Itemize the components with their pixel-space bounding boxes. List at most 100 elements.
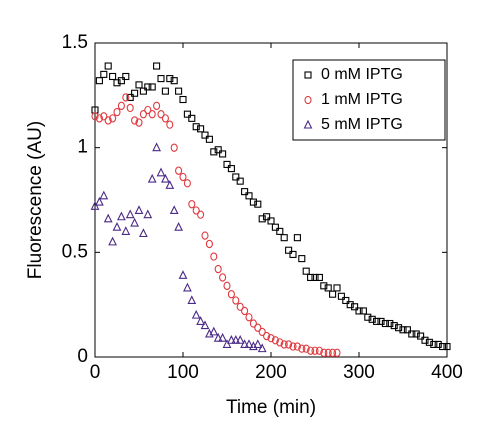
- marker-circle: [210, 252, 218, 261]
- marker-square: [386, 319, 394, 328]
- marker-circle: [192, 206, 200, 215]
- marker-triangle: [209, 326, 219, 336]
- marker-circle: [232, 296, 240, 305]
- marker-circle: [139, 110, 147, 119]
- marker-circle: [241, 306, 249, 316]
- marker-circle: [175, 166, 183, 175]
- marker-circle: [100, 112, 108, 121]
- marker-triangle: [130, 217, 139, 227]
- marker-square: [364, 313, 372, 321]
- marker-square: [285, 246, 293, 254]
- marker-circle: [276, 338, 284, 347]
- marker-circle: [293, 342, 301, 351]
- x-tick-label: 200: [255, 362, 287, 383]
- legend-label: 1 mM IPTG: [321, 91, 403, 108]
- marker-square: [342, 296, 350, 305]
- marker-circle: [131, 116, 139, 125]
- marker-triangle: [227, 335, 236, 344]
- marker-triangle: [165, 180, 175, 189]
- marker-square: [113, 79, 121, 87]
- marker-triangle: [191, 309, 201, 319]
- marker-circle: [254, 323, 262, 332]
- marker-square: [434, 340, 442, 348]
- marker-triangle: [174, 221, 183, 231]
- marker-square: [329, 290, 337, 298]
- marker-circle: [311, 346, 319, 355]
- marker-square: [395, 324, 403, 332]
- marker-square: [263, 213, 271, 221]
- marker-square: [126, 93, 134, 101]
- marker-square: [179, 95, 187, 104]
- marker-square: [271, 223, 279, 231]
- marker-circle: [205, 239, 213, 249]
- marker-circle: [271, 336, 279, 345]
- marker-triangle: [90, 201, 100, 210]
- marker-square: [241, 188, 249, 196]
- marker-square: [131, 89, 139, 97]
- marker-square: [337, 292, 345, 300]
- marker-square: [104, 62, 112, 70]
- marker-circle: [315, 346, 323, 355]
- marker-circle: [267, 334, 275, 343]
- marker-square: [412, 330, 420, 338]
- marker-triangle: [303, 119, 313, 129]
- marker-square: [381, 319, 389, 328]
- marker-square: [175, 87, 183, 95]
- marker-square: [320, 282, 328, 290]
- marker-triangle: [103, 213, 113, 223]
- marker-circle: [117, 101, 125, 110]
- marker-circle: [307, 346, 315, 355]
- marker-circle: [214, 264, 222, 274]
- marker-square: [223, 160, 231, 168]
- marker-square: [153, 62, 161, 70]
- marker-triangle: [200, 320, 210, 330]
- x-tick-label: 300: [343, 362, 375, 383]
- marker-square: [408, 330, 416, 338]
- marker-triangle: [222, 339, 232, 348]
- marker-square: [439, 342, 447, 351]
- marker-triangle: [178, 270, 188, 279]
- marker-square: [280, 234, 288, 242]
- marker-circle: [329, 348, 337, 357]
- y-tick-label: 0.5: [62, 241, 88, 262]
- marker-square: [192, 123, 200, 131]
- marker-circle: [144, 105, 152, 115]
- marker-square: [417, 332, 425, 340]
- marker-square: [219, 150, 227, 158]
- marker-circle: [285, 340, 293, 349]
- marker-square: [201, 131, 209, 139]
- marker-square: [109, 72, 117, 81]
- marker-square: [100, 70, 108, 78]
- marker-square: [148, 83, 156, 91]
- y-tick-label: 0: [77, 346, 88, 367]
- marker-square: [333, 284, 341, 292]
- marker-square: [302, 267, 310, 275]
- marker-square: [144, 83, 152, 91]
- marker-square: [95, 77, 103, 85]
- marker-square: [346, 301, 354, 309]
- marker-square: [122, 72, 130, 81]
- legend-frame: [292, 59, 446, 141]
- marker-triangle: [121, 226, 131, 235]
- marker-square: [399, 326, 407, 334]
- marker-circle: [135, 118, 143, 127]
- x-tick-label: 0: [90, 362, 101, 383]
- marker-triangle: [112, 221, 122, 231]
- marker-circle: [324, 348, 332, 357]
- marker-square: [289, 250, 297, 258]
- marker-triangle: [240, 339, 249, 348]
- marker-triangle: [125, 209, 135, 219]
- marker-circle: [157, 110, 165, 119]
- marker-square: [254, 200, 262, 208]
- y-tick-label: 1: [77, 137, 88, 158]
- marker-circle: [219, 273, 227, 282]
- marker-circle: [91, 112, 99, 121]
- marker-square: [307, 273, 315, 282]
- marker-circle: [258, 327, 266, 337]
- marker-square: [298, 255, 306, 263]
- marker-square: [421, 336, 429, 344]
- marker-circle: [122, 93, 130, 102]
- marker-square: [351, 303, 359, 311]
- marker-square: [117, 77, 125, 85]
